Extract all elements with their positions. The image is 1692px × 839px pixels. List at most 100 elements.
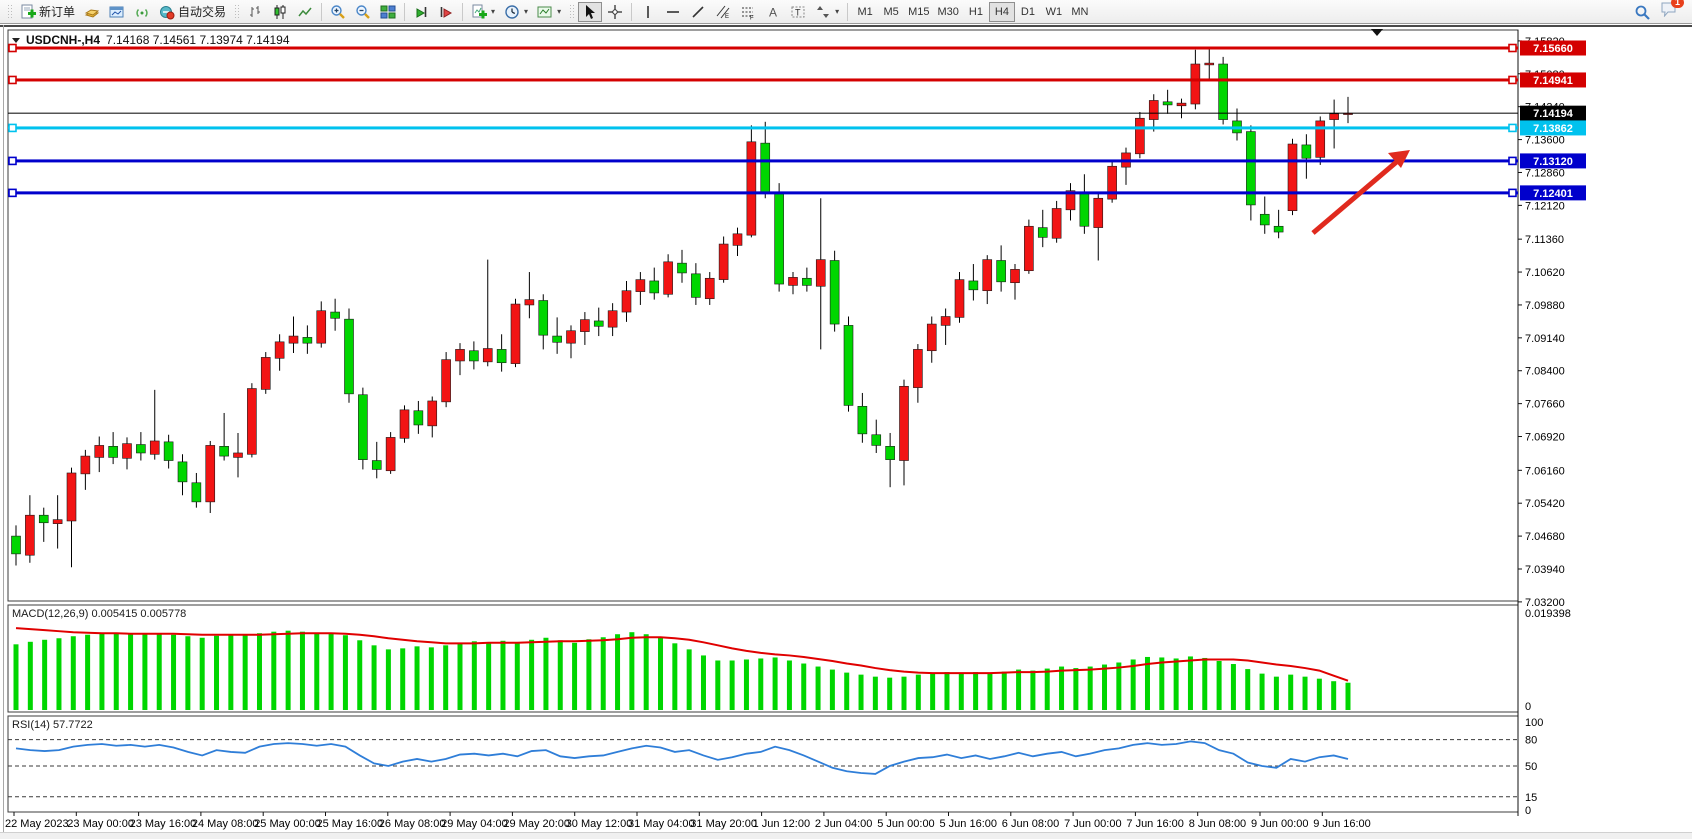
vertical-line-tool-button[interactable] — [636, 2, 660, 22]
horizontal-line-tool-button[interactable] — [661, 2, 685, 22]
bar-chart-mode-button[interactable] — [243, 2, 267, 22]
templates-button[interactable]: ▾ — [533, 2, 565, 22]
trend-arrow-line[interactable] — [1311, 157, 1402, 235]
bar-chart-icon — [247, 4, 263, 20]
trendline-tool-button[interactable] — [686, 2, 710, 22]
timeframe-MN[interactable]: MN — [1067, 2, 1093, 22]
channel-tool-button[interactable]: E — [711, 2, 735, 22]
autotrading-button[interactable]: 自动交易 — [155, 2, 230, 22]
time-tick-label: 8 Jun 08:00 — [1189, 818, 1247, 830]
time-tick-label: 25 May 16:00 — [317, 818, 384, 830]
zoom-in-button[interactable] — [326, 2, 350, 22]
signal-waves-icon — [134, 4, 150, 20]
toolbar-grip[interactable] — [7, 3, 12, 20]
text-tool-button[interactable]: A — [761, 2, 785, 22]
horizontal-line-7.14194[interactable] — [8, 112, 1518, 114]
trend-arrow-head[interactable] — [1388, 150, 1410, 168]
svg-text:E: E — [725, 14, 729, 20]
rsi-scale-label: 100 — [1525, 717, 1543, 729]
line-anchor[interactable] — [1508, 188, 1517, 198]
macd-scale-max: 0.019398 — [1525, 608, 1571, 620]
price-tick-label: 7.10620 — [1525, 267, 1565, 279]
line-anchor[interactable] — [1508, 123, 1517, 133]
time-tick-label: 26 May 08:00 — [379, 818, 446, 830]
toolbar-grip[interactable] — [234, 3, 240, 20]
price-tag-text: 7.14194 — [1533, 108, 1574, 120]
timeframe-M1[interactable]: M1 — [852, 2, 878, 22]
ohlc-values: 7.14168 7.14561 7.13974 7.14194 — [106, 33, 290, 47]
line-anchor[interactable] — [8, 188, 17, 198]
time-tick-label: 30 May 12:00 — [566, 818, 633, 830]
chat-button[interactable]: 1 — [1660, 0, 1684, 22]
line-anchor[interactable] — [1508, 75, 1517, 85]
main-toolbar: 新订单 自动交易 — [0, 0, 1692, 24]
price-tick-label: 7.09140 — [1525, 333, 1565, 345]
arrows-tool-button[interactable]: ▾ — [811, 2, 843, 22]
zoom-out-button[interactable] — [351, 2, 375, 22]
horizontal-line-icon — [665, 4, 681, 20]
horizontal-line-7.13862[interactable] — [8, 126, 1518, 130]
zoom-out-icon — [355, 4, 371, 20]
window-left-edge — [3, 25, 4, 832]
timeframe-M30[interactable]: M30 — [934, 2, 963, 22]
time-tick-label: 29 May 20:00 — [503, 818, 570, 830]
market-watch-icon — [109, 4, 125, 20]
line-anchor[interactable] — [1508, 43, 1517, 53]
rsi-pane[interactable] — [7, 715, 1519, 813]
timeframe-D1[interactable]: D1 — [1015, 2, 1041, 22]
tile-windows-button[interactable] — [376, 2, 400, 22]
arrow-shapes-icon — [815, 4, 831, 20]
price-tick-label: 7.06160 — [1525, 465, 1565, 477]
search-icon[interactable] — [1634, 4, 1650, 20]
timeframe-H4[interactable]: H4 — [988, 1, 1015, 22]
chart-shift-button[interactable] — [434, 2, 458, 22]
history-center-button[interactable] — [80, 2, 104, 22]
periods-button[interactable]: ▾ — [500, 2, 532, 22]
signals-button[interactable] — [130, 2, 154, 22]
price-tick-label: 7.04680 — [1525, 531, 1565, 543]
text-label-tool-button[interactable]: T — [786, 2, 810, 22]
tile-windows-icon — [380, 4, 396, 20]
status-bar — [0, 832, 1692, 839]
timeframe-M5[interactable]: M5 — [878, 2, 904, 22]
scroll-marker-icon[interactable] — [1371, 29, 1383, 36]
timeframe-W1[interactable]: W1 — [1041, 2, 1067, 22]
candlestick-mode-button[interactable] — [268, 2, 292, 22]
indicators-button[interactable]: ▾ — [467, 2, 499, 22]
fibonacci-tool-button[interactable]: F — [736, 2, 760, 22]
svg-text:F: F — [750, 15, 754, 20]
market-watch-button[interactable] — [105, 2, 129, 22]
template-icon — [537, 4, 553, 20]
cursor-arrow-icon — [582, 4, 598, 20]
cursor-tool-button[interactable] — [578, 1, 603, 22]
crosshair-icon — [607, 4, 623, 20]
auto-scroll-icon — [413, 4, 429, 20]
horizontal-line-7.14941[interactable] — [8, 78, 1518, 82]
new-order-button[interactable]: 新订单 — [16, 2, 79, 22]
toolbar-grip[interactable] — [569, 3, 575, 20]
price-tag-7.14941 — [1520, 72, 1586, 88]
line-anchor[interactable] — [8, 156, 17, 166]
rsi-line — [15, 740, 1349, 775]
line-anchor[interactable] — [1508, 156, 1517, 166]
candlestick-icon — [272, 4, 288, 20]
dropdown-caret-icon: ▾ — [491, 7, 496, 16]
line-chart-mode-button[interactable] — [293, 2, 317, 22]
timeframe-H1[interactable]: H1 — [963, 2, 989, 22]
horizontal-line-7.13120[interactable] — [8, 159, 1518, 163]
line-anchor[interactable] — [8, 43, 17, 53]
price-tick-label: 7.05420 — [1525, 498, 1565, 510]
rsi-scale-label: 15 — [1525, 792, 1537, 804]
horizontal-line-7.15660[interactable] — [8, 46, 1518, 50]
price-tick-label: 7.11360 — [1525, 234, 1564, 246]
horizontal-line-7.12401[interactable] — [8, 191, 1518, 195]
crosshair-tool-button[interactable] — [603, 2, 627, 22]
timeframe-M15[interactable]: M15 — [904, 2, 933, 22]
zoom-in-icon — [330, 4, 346, 20]
line-anchor[interactable] — [8, 75, 17, 85]
chart-dropdown-icon[interactable] — [12, 37, 20, 43]
line-anchor[interactable] — [8, 123, 17, 133]
auto-scroll-button[interactable] — [409, 2, 433, 22]
main-price-pane[interactable] — [7, 29, 1519, 602]
